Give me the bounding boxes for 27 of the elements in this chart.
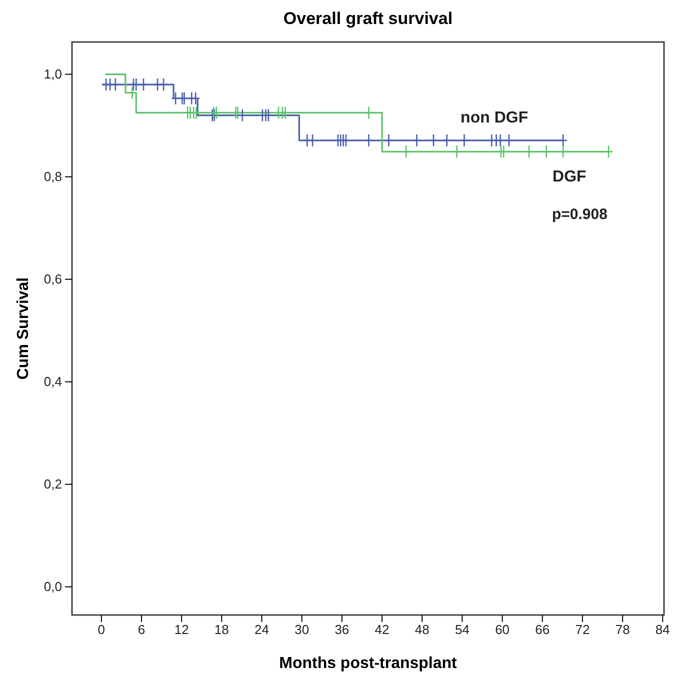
x-tick-label: 36 (334, 622, 350, 638)
x-axis-title: Months post-transplant (279, 655, 458, 672)
y-tick-label: 0,0 (44, 578, 62, 594)
x-tick-label: 18 (214, 622, 229, 638)
x-tick-label: 42 (374, 622, 390, 638)
x-tick-label: 0 (98, 622, 106, 638)
x-tick-label: 30 (294, 622, 310, 638)
y-axis-title: Cum Survival (15, 277, 32, 380)
x-tick-label: 12 (174, 622, 189, 638)
y-tick-label: 1,0 (44, 66, 62, 82)
x-tick-label: 24 (254, 622, 269, 638)
x-tick-label: 72 (575, 622, 590, 638)
x-tick-label: 78 (615, 622, 630, 638)
series-label: non DGF (460, 109, 528, 126)
x-tick-label: 66 (535, 622, 550, 638)
y-tick-label: 0,8 (44, 168, 62, 184)
y-tick-label: 0,4 (44, 374, 62, 389)
annotation: p=0.908 (552, 206, 608, 223)
y-tick-label: 0,2 (44, 476, 62, 492)
x-tick-label: 48 (414, 622, 430, 638)
y-tick-label: 0,6 (44, 271, 62, 286)
x-tick-label: 6 (138, 622, 146, 638)
x-tick-label: 60 (495, 622, 510, 638)
x-tick-label: 84 (655, 622, 670, 638)
x-tick-label: 54 (454, 622, 470, 638)
series-label: DGF (552, 168, 587, 186)
chart-title: Overall graft survival (283, 9, 453, 28)
